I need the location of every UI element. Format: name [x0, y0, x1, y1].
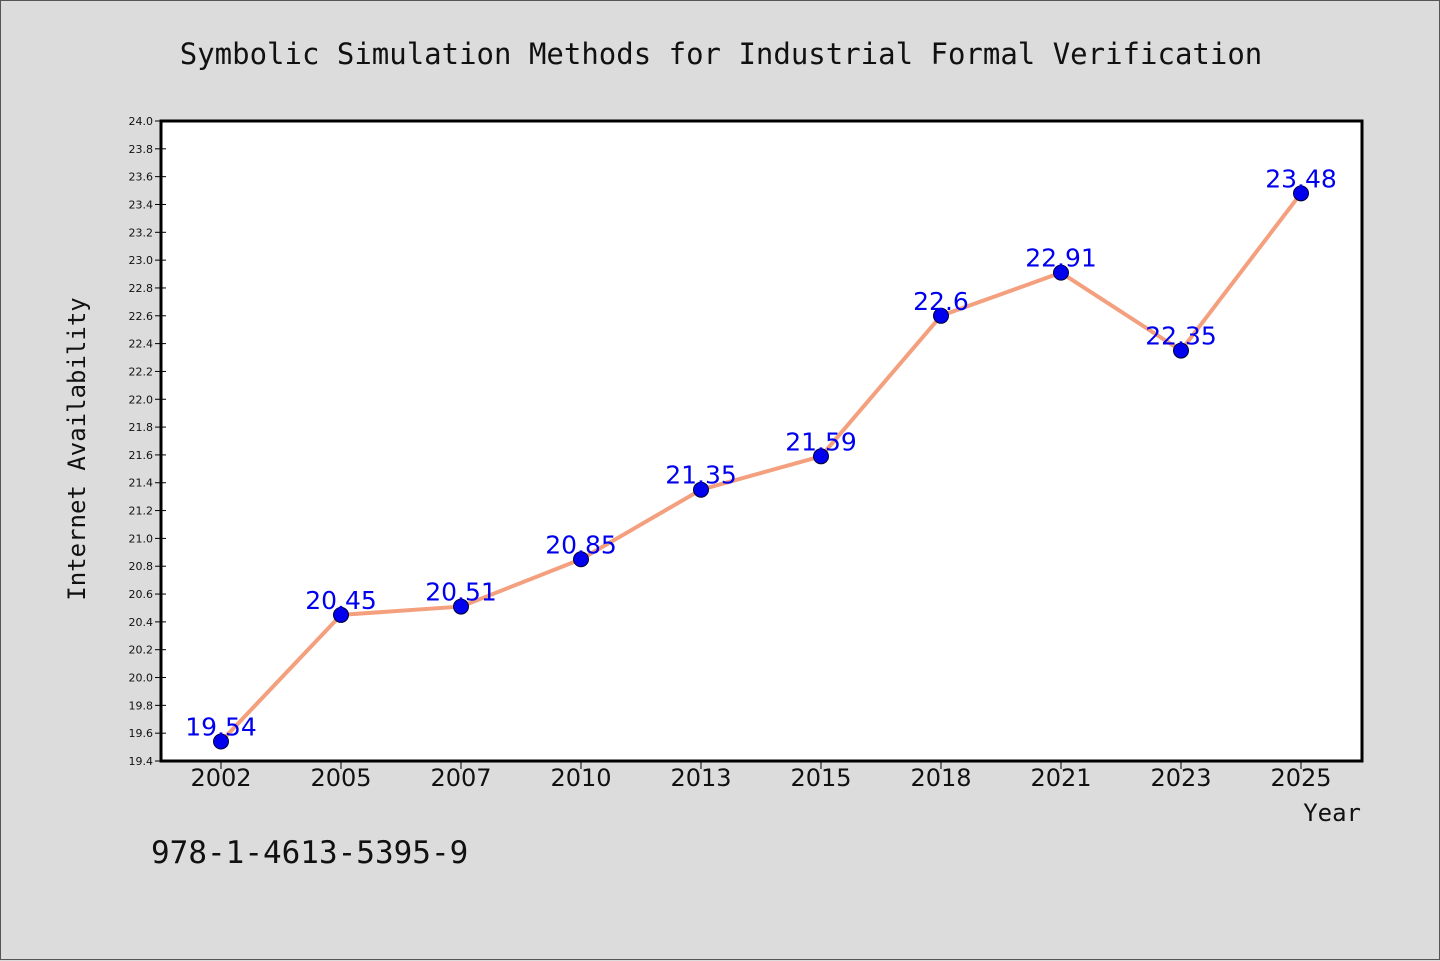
y-tick-label: 20.8: [129, 560, 154, 573]
x-tick-label: 2021: [1030, 764, 1091, 792]
y-tick-label: 23.0: [129, 254, 154, 267]
data-label: 23.48: [1265, 164, 1337, 193]
data-label: 22.35: [1145, 322, 1217, 351]
data-point: [1173, 342, 1189, 359]
x-tick-label: 2010: [550, 764, 611, 792]
data-label: 20.45: [305, 586, 377, 615]
y-tick-label: 24.0: [129, 115, 154, 128]
data-label: 20.51: [425, 578, 497, 607]
chart-title: Symbolic Simulation Methods for Industri…: [180, 37, 1263, 71]
plot-frame: [159, 119, 1364, 763]
y-tick-label: 21.6: [129, 449, 154, 462]
y-tick-label: 23.2: [129, 226, 154, 239]
data-point: [933, 307, 949, 324]
data-label: 19.54: [185, 713, 257, 742]
data-point: [573, 551, 589, 568]
data-point: [1053, 264, 1069, 281]
y-tick-label: 21.2: [129, 505, 154, 518]
data-point: [333, 606, 349, 623]
data-label: 21.35: [665, 461, 737, 490]
y-tick-label: 23.6: [129, 171, 154, 184]
data-point: [813, 448, 829, 465]
y-tick-label: 20.6: [129, 588, 154, 601]
y-tick-label: 23.4: [129, 198, 154, 211]
y-axis: 19.4 19.6 19.8 20.0 20.2 20.4 20.6 20.8 21.0 21.2…: [129, 115, 166, 768]
data-point: [453, 598, 469, 615]
y-tick-label: 20.2: [129, 644, 154, 657]
y-tick-label: 19.8: [129, 699, 154, 712]
y-tick-label: 23.8: [129, 143, 154, 156]
x-tick-label: 2023: [1150, 764, 1211, 792]
y-tick-label: 19.4: [129, 755, 154, 768]
data-point: [693, 481, 709, 498]
x-tick-label: 2018: [910, 764, 971, 792]
y-tick-label: 21.0: [129, 532, 154, 545]
data-label: 22.91: [1025, 244, 1097, 273]
y-tick-label: 21.4: [129, 477, 154, 490]
x-tick-label: 2015: [790, 764, 851, 792]
y-tick-label: 20.4: [129, 616, 154, 629]
plot-area: [161, 121, 1362, 761]
y-tick-label: 22.4: [129, 338, 154, 351]
isbn-text: 978-1-4613-5395-9: [151, 835, 469, 871]
data-point: [213, 733, 229, 750]
x-tick-label: 2013: [670, 764, 731, 792]
series-layer: 19.54 20.45 20.51 20.85 21.35 21.59 22.6 22.91 2…: [185, 164, 1337, 750]
data-point: [1293, 185, 1309, 202]
x-tick-label: 2005: [310, 764, 371, 792]
y-axis-label: Internet Availability: [63, 297, 91, 600]
y-tick-label: 22.0: [129, 393, 154, 406]
y-tick-label: 21.8: [129, 421, 154, 434]
data-label: 20.85: [545, 530, 617, 559]
x-tick-label: 2007: [430, 764, 491, 792]
x-tick-label: 2002: [190, 764, 251, 792]
x-tick-label: 2025: [1270, 764, 1331, 792]
x-axis: 2002 2005 2007 2010 2013 2015 2018 2021 2023 2025: [190, 761, 1332, 792]
data-label: 22.6: [913, 287, 969, 316]
data-label: 21.59: [785, 427, 857, 456]
y-tick-label: 22.2: [129, 365, 154, 378]
y-tick-label: 19.6: [129, 727, 154, 740]
series-line: [219, 191, 1303, 744]
x-axis-label: Year: [1303, 799, 1361, 827]
y-tick-label: 22.6: [129, 310, 154, 323]
y-tick-label: 20.0: [129, 672, 154, 685]
y-tick-label: 22.8: [129, 282, 154, 295]
